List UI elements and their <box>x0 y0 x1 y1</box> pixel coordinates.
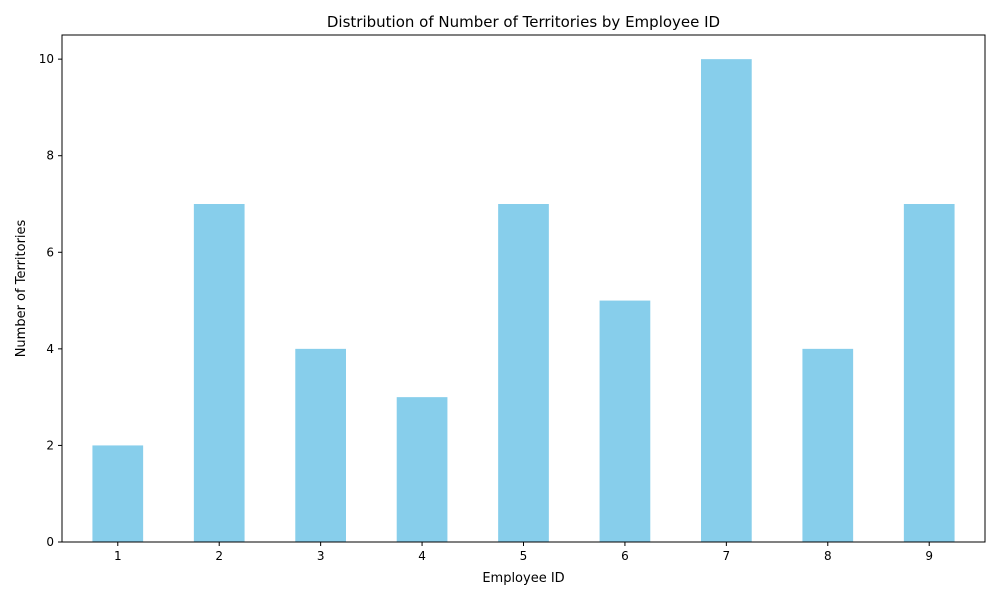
x-tick-label: 7 <box>723 549 731 563</box>
plot-frame <box>61 34 986 543</box>
x-tick-label: 8 <box>824 549 832 563</box>
bar-employee-4 <box>396 397 448 542</box>
y-axis: 0 2 4 6 8 10 <box>39 52 62 549</box>
x-axis-label: Employee ID <box>482 571 564 586</box>
bar-employee-9 <box>903 204 955 542</box>
x-tick-label: 2 <box>215 549 223 563</box>
x-tick-label: 4 <box>418 549 426 563</box>
bar-employee-8 <box>802 348 854 542</box>
bar-employee-3 <box>295 348 346 542</box>
bar-employee-6 <box>599 300 651 542</box>
y-tick-label: 6 <box>46 245 54 259</box>
x-tick-label: 5 <box>520 549 528 563</box>
bar-employee-1 <box>92 445 144 542</box>
x-tick-label: 6 <box>621 549 629 563</box>
x-tick-label: 1 <box>114 549 122 563</box>
y-tick-label: 0 <box>46 535 54 549</box>
bar-employee-7 <box>701 59 752 543</box>
y-tick-label: 2 <box>46 438 54 452</box>
bar-employee-5 <box>498 204 549 542</box>
x-tick-label: 3 <box>317 549 325 563</box>
x-axis: 1 2 3 4 5 6 7 8 9 <box>114 542 933 563</box>
y-tick-label: 4 <box>46 342 54 356</box>
bars-group <box>92 59 955 543</box>
y-tick-label: 8 <box>46 149 54 163</box>
x-tick-label: 9 <box>925 549 933 563</box>
chart-title: Distribution of Number of Territories by… <box>327 13 720 31</box>
bar-employee-2 <box>193 204 245 542</box>
y-tick-label: 10 <box>39 52 54 66</box>
y-axis-label: Number of Territories <box>14 219 29 357</box>
